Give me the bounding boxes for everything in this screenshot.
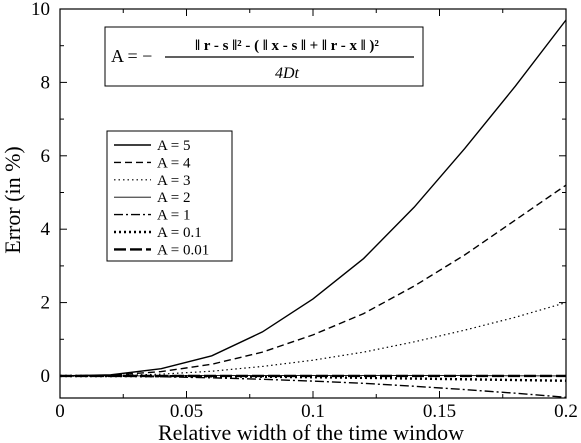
legend-label-4: A = 1 xyxy=(157,208,190,224)
x-tick-label: 0.15 xyxy=(423,401,456,422)
y-tick-label: 6 xyxy=(41,146,51,167)
x-tick-label: 0.2 xyxy=(554,401,578,422)
series-layer xyxy=(59,19,567,398)
y-tick-label: 0 xyxy=(41,366,51,387)
x-axis-label: Relative width of the time window xyxy=(158,420,464,443)
y-axis-label: Error (in %) xyxy=(0,146,25,254)
legend-frame xyxy=(106,130,233,262)
series-line-5 xyxy=(59,374,567,382)
y-tick-label: 4 xyxy=(41,219,51,240)
legend-label-0: A = 5 xyxy=(157,138,190,154)
legend-label-2: A = 3 xyxy=(157,173,190,189)
formula-lhs: A = − xyxy=(111,46,152,66)
formula-box: A = − ‖ r - s ‖² - ( ‖ x - s ‖ + ‖ r - x… xyxy=(104,26,424,87)
formula-numerator: ‖ r - s ‖² - ( ‖ x - s ‖ + ‖ r - x ‖ )² xyxy=(195,38,379,54)
legend-label-5: A = 0.1 xyxy=(157,225,202,241)
legend-label-1: A = 4 xyxy=(157,155,191,171)
series-line-2 xyxy=(59,302,567,377)
legend-label-3: A = 2 xyxy=(157,190,190,206)
x-tick-label: 0.1 xyxy=(301,401,325,422)
legend: A = 5A = 4 A = 3A = 2 A = 1A = 0.1A = 0.01 xyxy=(106,130,233,262)
x-tick-label: 0.05 xyxy=(170,401,203,422)
series-line-0 xyxy=(59,19,567,377)
formula-denominator: 4Dt xyxy=(275,65,300,82)
y-tick-label: 10 xyxy=(31,0,50,20)
axes: 0 0.05 0.1 0.15 0.2 0 2 4 6 8 10 xyxy=(31,0,578,422)
series-line-1 xyxy=(59,184,567,377)
x-tick-label: 0 xyxy=(55,401,65,422)
y-tick-label: 2 xyxy=(41,293,51,314)
y-tick-label: 8 xyxy=(41,72,51,93)
legend-label-6: A = 0.01 xyxy=(157,242,209,258)
